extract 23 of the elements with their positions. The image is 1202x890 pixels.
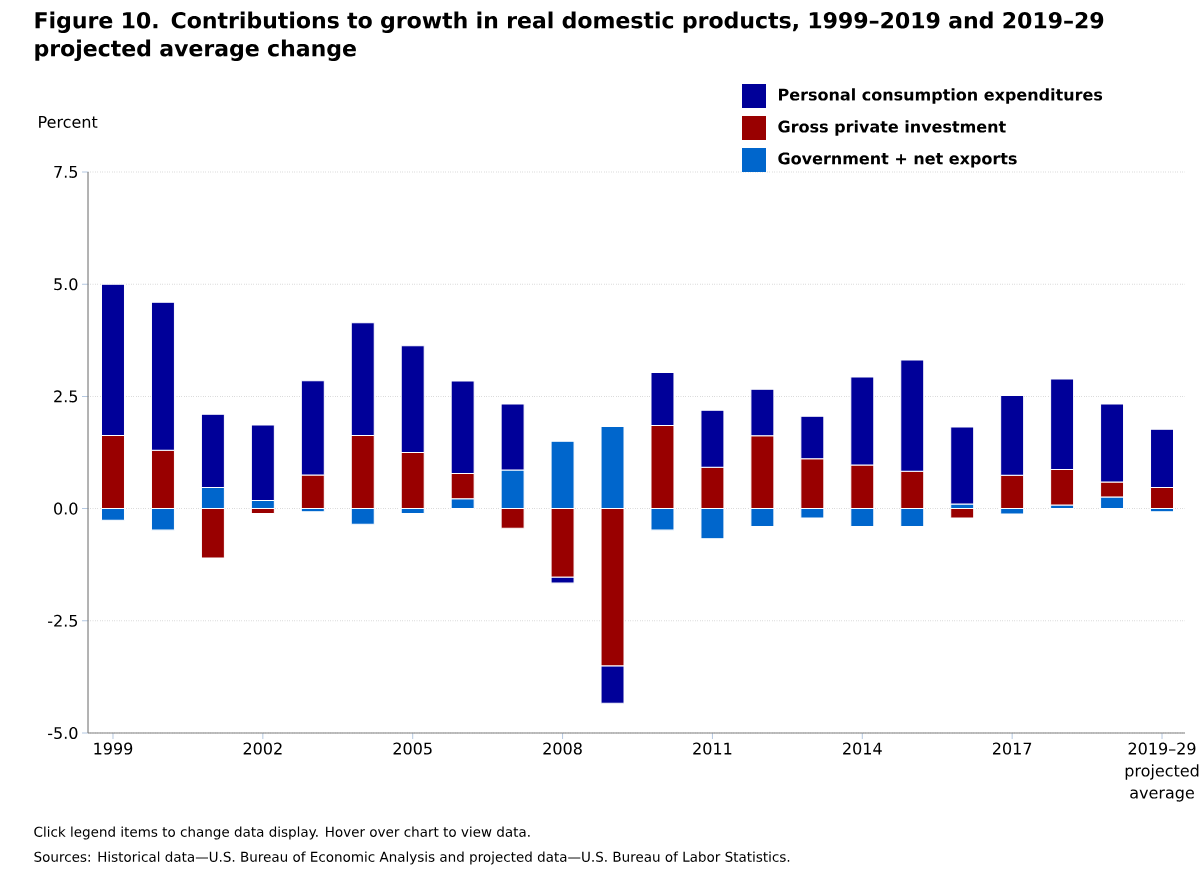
- y-axis-title: Percent: [39, 116, 98, 128]
- legend-label: Government + net exports: [778, 152, 1017, 168]
- x-tick-label: 2014: [843, 742, 882, 755]
- x-tick-label: 2019–29 projected average: [1125, 742, 1199, 802]
- x-tick-label: 2008: [543, 742, 582, 755]
- y-tick-label: -5.0: [48, 726, 78, 740]
- source-note: Sources: Historical data—U.S. Bureau of Economic Analysis and projected data—U.S. Bureau of Labor Statistics.: [34, 851, 790, 865]
- legend-label: Gross private investment: [778, 120, 1006, 136]
- y-tick-label: 0.0: [54, 502, 78, 515]
- bar: [950, 508, 975, 519]
- y-tick-label: 2.5: [54, 390, 78, 403]
- legend-label: Personal consumption expenditures: [779, 88, 1103, 104]
- x-tick-label: 1999: [94, 742, 133, 755]
- chart-title: Figure 10. Contributions to growth in real domestic products, 1999–2019 and 2019–29 projected average change: [35, 11, 1104, 61]
- y-tick-label: 7.5: [54, 166, 78, 178]
- text: Click legend items to change data display. Hover over chart to view data.: [34, 826, 530, 840]
- bar: [950, 426, 975, 505]
- y-tick-label: 5.0: [54, 278, 78, 291]
- x-tick-label: 2002: [243, 742, 282, 755]
- x-tick-label: 2005: [393, 742, 432, 755]
- x-tick-label: 2011: [693, 742, 732, 755]
- x-tick-label: 2017: [992, 742, 1032, 755]
- y-tick-label: -2.5: [48, 614, 78, 627]
